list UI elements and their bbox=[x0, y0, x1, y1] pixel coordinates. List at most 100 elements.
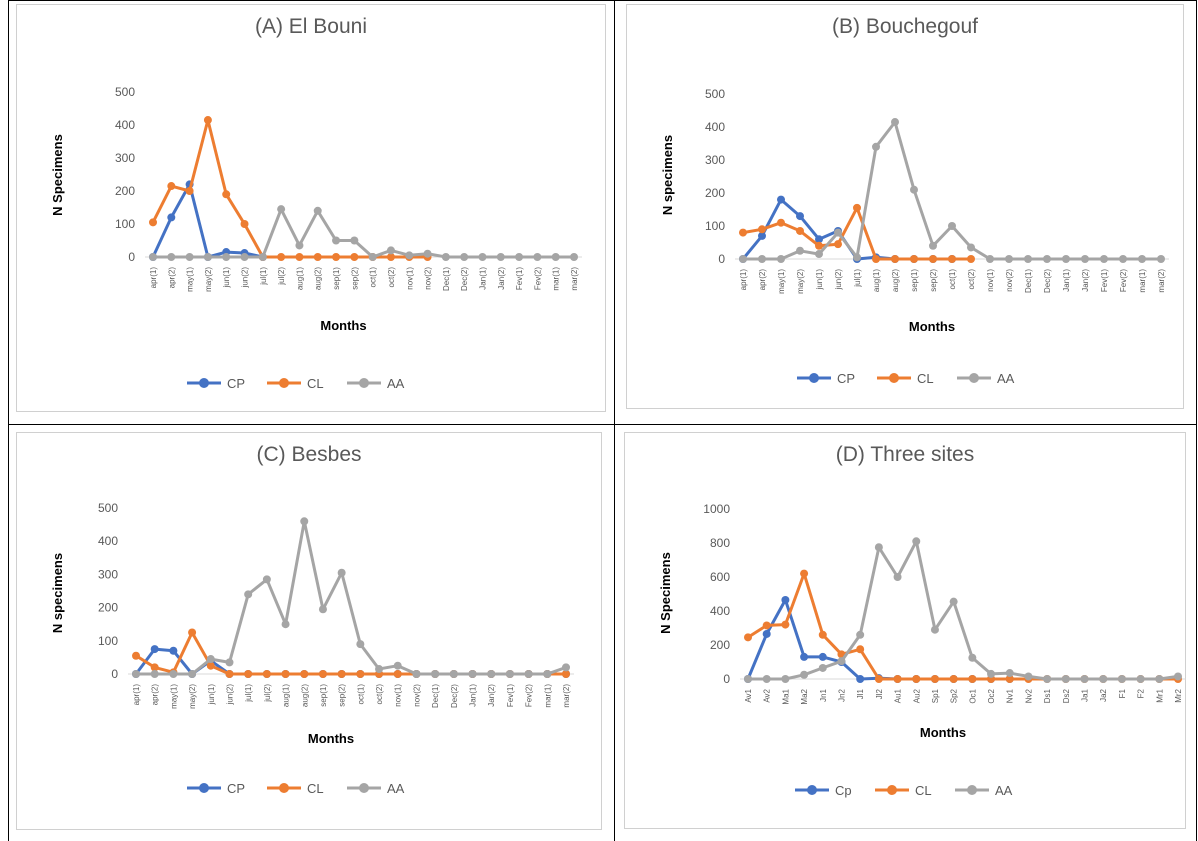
x-tick-label: oct(1) bbox=[369, 267, 378, 288]
data-point-aa bbox=[375, 665, 384, 674]
legend-label-cp: CP bbox=[227, 781, 245, 796]
x-tick-label: mar(1) bbox=[543, 684, 552, 708]
x-tick-label: apr(2) bbox=[167, 267, 176, 289]
x-tick-label: F1 bbox=[1118, 688, 1127, 698]
legend-label-cp: CP bbox=[837, 371, 855, 386]
data-point-cl bbox=[967, 255, 975, 263]
x-tick-label: nov(1) bbox=[405, 267, 414, 290]
x-tick-label: mar(2) bbox=[562, 684, 571, 708]
x-tick-label: Ma1 bbox=[781, 688, 790, 704]
y-tick-label: 300 bbox=[115, 151, 135, 165]
x-tick-label: nov(1) bbox=[986, 269, 995, 292]
data-point-aa bbox=[910, 185, 918, 194]
y-tick-label: 400 bbox=[710, 604, 730, 618]
data-point-aa bbox=[412, 670, 421, 678]
data-point-aa bbox=[1138, 255, 1146, 263]
data-point-aa bbox=[929, 241, 937, 250]
data-point-cl bbox=[758, 225, 766, 234]
x-tick-label: apr(1) bbox=[132, 684, 141, 706]
x-tick-label: may(2) bbox=[204, 267, 213, 292]
legend-marker-aa bbox=[969, 373, 979, 383]
data-point-aa bbox=[739, 255, 747, 263]
data-point-cl bbox=[295, 253, 304, 261]
data-point-aa bbox=[132, 670, 140, 678]
data-point-cl bbox=[948, 255, 956, 263]
series-line-aa bbox=[743, 120, 1161, 261]
x-tick-label: Ds2 bbox=[1062, 688, 1071, 703]
data-point-cl bbox=[356, 670, 365, 678]
x-tick-label: mar(2) bbox=[570, 267, 579, 291]
data-point-cl bbox=[781, 620, 790, 629]
x-tick-label: nov(2) bbox=[1005, 269, 1014, 292]
legend-marker-cl bbox=[279, 783, 289, 793]
chart-three-sites: (D) Three sites 0 200 400 600 800 1000 Av1 Av2 M… bbox=[624, 432, 1186, 829]
data-point-aa bbox=[1005, 669, 1014, 678]
x-tick-label: Jl2 bbox=[875, 688, 884, 699]
data-point-aa bbox=[968, 653, 977, 662]
x-tick-label: Sp2 bbox=[950, 688, 959, 703]
x-tick-label: oct(2) bbox=[967, 269, 976, 290]
y-tick-label: 200 bbox=[98, 601, 118, 615]
data-point-aa bbox=[368, 253, 377, 261]
y-tick-label: 100 bbox=[705, 219, 725, 233]
x-tick-label: may(2) bbox=[796, 269, 805, 294]
x-tick-label: nov(2) bbox=[412, 684, 421, 707]
data-point-cl bbox=[891, 255, 899, 263]
data-point-aa bbox=[515, 253, 524, 261]
x-axis-title: Months bbox=[909, 319, 955, 334]
chart-el-bouni: (A) El Bouni 0 100 200 300 400 500 apr(1) apr(2… bbox=[16, 4, 606, 412]
x-tick-label: Mr2 bbox=[1174, 688, 1183, 702]
data-point-aa bbox=[1080, 675, 1089, 683]
x-tick-label: sep(1) bbox=[910, 269, 919, 292]
y-tick-label: 600 bbox=[710, 570, 730, 584]
x-tick-label: sep(1) bbox=[319, 684, 328, 707]
y-tick-label: 800 bbox=[710, 536, 730, 550]
x-tick-label: Av2 bbox=[763, 688, 772, 702]
data-point-aa bbox=[478, 253, 487, 261]
data-point-aa bbox=[800, 670, 809, 679]
x-tick-label: Nv1 bbox=[1006, 688, 1015, 703]
data-point-aa bbox=[948, 222, 956, 230]
x-tick-label: Ds1 bbox=[1043, 688, 1052, 703]
data-point-aa bbox=[1005, 255, 1013, 263]
x-tick-label: Oc2 bbox=[987, 688, 996, 703]
data-point-cl bbox=[818, 630, 827, 639]
data-point-aa bbox=[1174, 672, 1182, 681]
x-tick-label: Fev(2) bbox=[525, 684, 534, 707]
x-tick-label: Fev(1) bbox=[515, 267, 524, 290]
data-point-cl bbox=[240, 220, 249, 228]
x-tick-label: Nv2 bbox=[1024, 688, 1033, 703]
data-point-aa bbox=[169, 670, 178, 678]
data-point-aa bbox=[350, 236, 359, 245]
data-point-cl bbox=[853, 203, 861, 212]
data-point-aa bbox=[543, 670, 552, 678]
x-tick-label: aug(1) bbox=[295, 267, 304, 290]
x-tick-label: Jn1 bbox=[819, 688, 828, 701]
data-point-aa bbox=[206, 655, 215, 664]
data-point-aa bbox=[872, 142, 880, 151]
data-point-cl bbox=[874, 675, 883, 683]
data-point-aa bbox=[386, 246, 395, 255]
chart-svg: 0 100 200 300 400 500 apr(1) apr(2) may(1) may(2)… bbox=[50, 85, 582, 391]
data-point-aa bbox=[1100, 255, 1108, 263]
x-tick-label: sep(1) bbox=[332, 267, 341, 290]
legend-label-aa: AA bbox=[387, 781, 405, 796]
data-point-aa bbox=[1043, 675, 1052, 683]
data-point-aa bbox=[758, 255, 766, 263]
data-point-aa bbox=[987, 669, 996, 678]
x-tick-label: Ja2 bbox=[1099, 688, 1108, 701]
data-point-cl bbox=[149, 218, 157, 227]
data-point-aa bbox=[1099, 675, 1108, 683]
data-point-aa bbox=[551, 253, 560, 261]
data-point-aa bbox=[393, 661, 402, 670]
data-point-aa bbox=[281, 620, 290, 629]
outer-border-left bbox=[8, 0, 9, 841]
y-tick-label: 400 bbox=[705, 120, 725, 134]
data-point-cl bbox=[150, 663, 159, 672]
x-tick-label: jun(2) bbox=[225, 684, 234, 706]
data-point-cl bbox=[834, 240, 842, 249]
y-axis-title: N specimens bbox=[660, 135, 675, 215]
y-tick-label: 400 bbox=[115, 118, 135, 132]
data-point-aa bbox=[225, 658, 234, 667]
data-point-aa bbox=[777, 255, 785, 263]
